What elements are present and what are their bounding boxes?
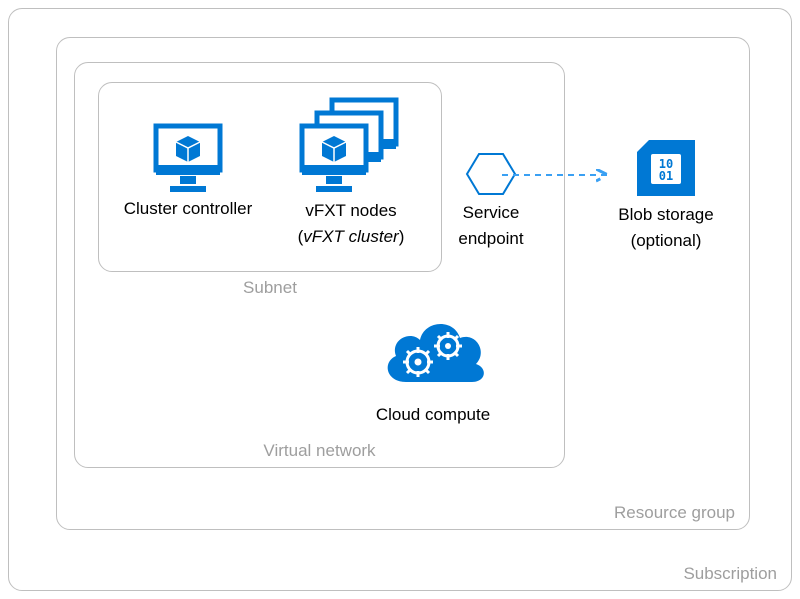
label-subnet: Subnet [243,278,297,298]
arrow-service-to-blob [500,165,618,185]
label-vfxt-line2: (vFXT cluster) [276,226,426,248]
svg-text:01: 01 [659,169,673,183]
monitor-cluster-icon [296,96,406,196]
label-service-endpoint-1: Service [448,202,534,224]
label-vfxt-line1: vFXT nodes [276,200,426,222]
label-blob-1: Blob storage [606,204,726,226]
label-blob-2: (optional) [606,230,726,252]
label-service-endpoint-2: endpoint [448,228,534,250]
label-resource-group: Resource group [614,503,735,523]
label-virtual-network: Virtual network [263,441,375,461]
label-subscription: Subscription [683,564,777,584]
blob-storage-icon: 10 01 [631,136,701,200]
label-cluster-controller: Cluster controller [118,198,258,220]
label-cloud-compute: Cloud compute [358,404,508,426]
node-cloud-compute: Cloud compute [358,310,508,426]
node-vfxt-nodes: vFXT nodes (vFXT cluster) [276,96,426,248]
node-blob-storage: 10 01 Blob storage (optional) [606,136,726,252]
monitor-icon [150,122,226,194]
node-cluster-controller: Cluster controller [118,122,258,220]
cloud-gears-icon [376,310,491,400]
